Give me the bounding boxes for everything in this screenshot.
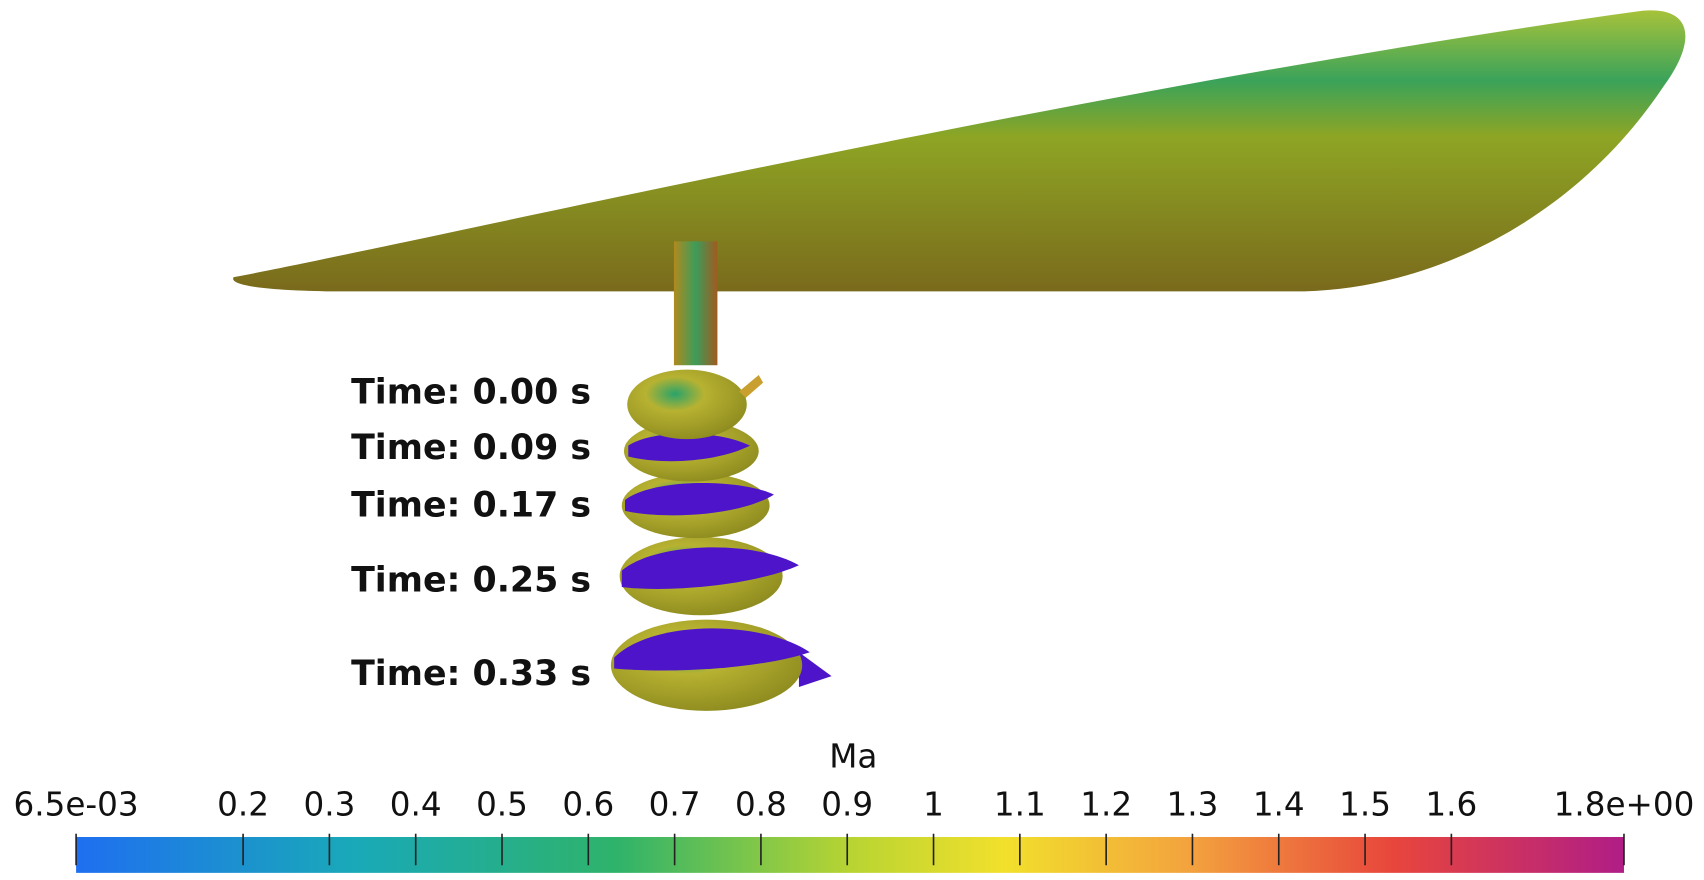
time-label: Time: 0.25 s [351, 561, 591, 601]
strut [673, 241, 718, 366]
time-label: Time: 0.09 s [351, 428, 591, 468]
time-label: Time: 0.17 s [351, 486, 591, 526]
colorbar-tick-label: 0.6 [562, 786, 614, 824]
colorbar-tick-label: 0.2 [217, 786, 269, 824]
colorbar-title: Ma [829, 738, 877, 776]
colorbar-tick-label: 0.9 [821, 786, 873, 824]
time-label: Time: 0.00 s [351, 372, 591, 412]
time-label: Time: 0.33 s [351, 654, 591, 694]
colorbar-tick-label: 1.1 [994, 786, 1046, 824]
colorbar-tick-label: 1.3 [1167, 786, 1219, 824]
bodies [610, 369, 832, 711]
wing [233, 10, 1686, 292]
colorbar-tick-label: 1.2 [1080, 786, 1132, 824]
colorbar-tick-label: 1.4 [1253, 786, 1305, 824]
colorbar-tick-label: 1.5 [1339, 786, 1391, 824]
colorbar-tick-label: 0.7 [649, 786, 701, 824]
colorbar [76, 836, 1624, 873]
colorbar-tick-label: 0.3 [303, 786, 355, 824]
scene: Time: 0.00 s Time: 0.09 s Time: 0.17 s Time… [13, 10, 1694, 873]
colorbar-tick-label: 1.8e+00 [1554, 786, 1695, 824]
colorbar-tick-label: 1.6 [1425, 786, 1477, 824]
colorbar-tick-label: 0.5 [476, 786, 528, 824]
colorbar-tick-label: 1 [923, 786, 944, 824]
colorbar-tick-label: 0.4 [390, 786, 442, 824]
colorbar-tick-label: 6.5e-03 [13, 786, 138, 824]
colorbar-tick-label: 0.8 [735, 786, 787, 824]
